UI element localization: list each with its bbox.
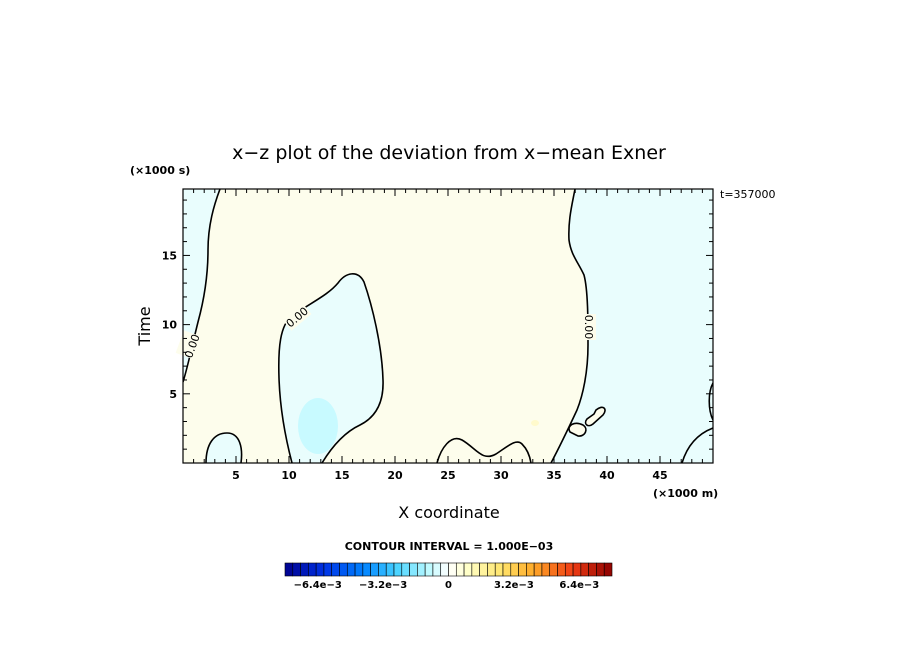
colorbar-swatch [510,562,519,577]
colorbar-swatch [424,562,434,577]
colorbar-swatch [339,562,348,577]
negative-blob [298,398,338,454]
colorbar-swatch [346,562,356,577]
colorbar-swatch [300,562,309,577]
y-unit-label: (×1000 s) [130,164,190,177]
colorbar-swatch [440,562,449,577]
colorbar-swatch [518,562,527,577]
colorbar-swatch [432,562,442,577]
x-tick-label: 35 [546,469,561,482]
contour-labels: 0.00 0.00 0.00 [175,303,596,362]
y-tick-label: 5 [169,388,177,401]
colorbar-swatch [385,562,395,577]
colorbar-swatch [526,562,535,577]
contour-line-bottom-left [205,432,243,463]
x-tick-label: 15 [334,469,349,482]
colorbar-swatch [463,562,473,577]
colorbar-swatch [292,562,301,577]
colorbar-swatch [502,562,512,577]
colorbar [284,562,613,577]
colorbar-swatch [401,562,410,577]
x-tick-label: 45 [652,469,667,482]
colorbar-swatch [370,562,379,577]
y-tick-label: 15 [162,249,177,262]
colorbar-swatch [494,562,504,577]
colorbar-swatch [315,562,325,577]
positive-island-2 [585,407,606,426]
colorbar-tick-label: −3.2e−3 [359,580,407,591]
x-unit-label: (×1000 m) [653,487,718,500]
colorbar-swatch [455,562,465,577]
colorbar-swatch [378,562,387,577]
colorbar-tick-label: 3.2e−3 [494,580,534,591]
axis-tick-labels: 5 10 15 20 25 30 35 40 45 5 10 15 [162,249,668,482]
colorbar-swatch [323,562,333,577]
colorbar-swatch [308,562,317,577]
contour-label-right: 0.00 [582,315,595,340]
contour-line-bottom-right [681,427,713,463]
x-tick-label: 5 [232,469,240,482]
colorbar-swatch [417,562,426,577]
y-tick-label: 10 [162,319,178,332]
colorbar-swatch [580,562,589,577]
colorbar-swatch [409,562,418,577]
colorbar-tick-label: −6.4e−3 [294,580,342,591]
x-axis-label: X coordinate [398,503,499,522]
contour-line-right [550,189,589,463]
contour-fields [183,189,713,463]
x-tick-label: 40 [599,469,615,482]
y-axis-label: Time [135,306,154,346]
colorbar-swatch [588,562,597,577]
plot-area: 0.00 0.00 0.00 5 10 15 20 25 30 35 40 45 5 10 15 [162,188,714,482]
colorbar-swatch [284,562,294,577]
colorbar-swatch [533,562,543,577]
colorbar-swatch [596,562,605,577]
colorbar-swatch [549,562,558,577]
contour-line-bottom-mid [436,437,532,463]
contour-island-1 [568,422,587,437]
colorbar-swatch [331,562,340,577]
colorbar-tick-label: 6.4e−3 [559,580,599,591]
x-tick-label: 25 [440,469,455,482]
negative-region-right [551,189,713,463]
contour-island-2 [584,406,606,427]
colorbar-swatch [603,562,613,577]
colorbar-swatch [479,562,488,577]
x-tick-label: 30 [493,469,509,482]
colorbar-swatch [557,562,566,577]
chart-title: x−z plot of the deviation from x−mean Ex… [232,142,666,164]
colorbar-swatch [393,562,403,577]
contour-line-right-edge [708,382,713,421]
x-tick-label: 20 [387,469,403,482]
colorbar-swatch [362,562,371,577]
colorbar-swatch [354,562,364,577]
negative-region-bottom-left [206,433,242,463]
contour-line-center [277,273,384,463]
contour-interval-text: CONTOUR INTERVAL = 1.000E−03 [345,540,554,553]
positive-dot [531,420,539,426]
colorbar-labels: −6.4e−3 −3.2e−3 0 3.2e−3 6.4e−3 [294,580,600,591]
axis-ticks [182,189,714,463]
colorbar-tick-label: 0 [445,580,452,591]
colorbar-swatch [487,562,496,577]
colorbar-swatch [572,562,582,577]
colorbar-swatch [471,562,480,577]
colorbar-swatch [541,562,551,577]
colorbar-swatch [564,562,574,577]
x-tick-label: 10 [281,469,297,482]
time-label: t=357000 [720,188,776,201]
colorbar-swatch [448,562,457,577]
